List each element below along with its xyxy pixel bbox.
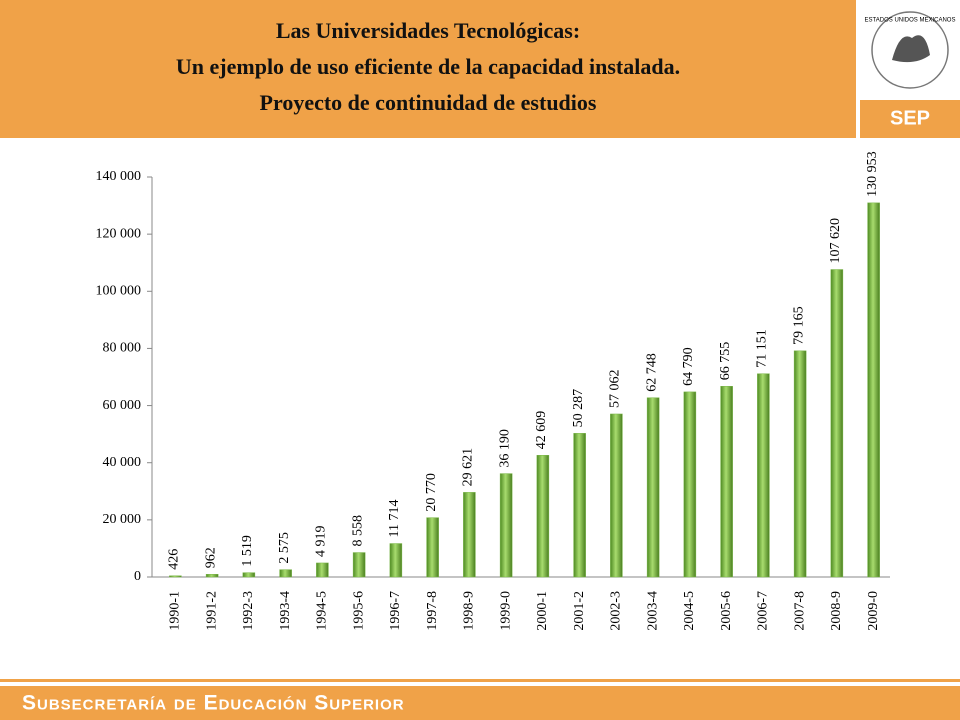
- x-tick-label: 2002-3: [609, 591, 624, 631]
- footer-text: Subsecretaría de Educación Superior: [22, 692, 405, 715]
- value-label: 62 748: [644, 353, 659, 392]
- bar: [352, 552, 366, 578]
- bar: [720, 386, 733, 578]
- bar: [389, 543, 403, 578]
- bar: [830, 269, 844, 578]
- y-tick-label: 40 000: [103, 455, 142, 470]
- bar: [683, 391, 697, 578]
- value-label: 36 190: [497, 429, 512, 468]
- x-tick-label: 2006-7: [756, 591, 771, 631]
- logo-box: [860, 100, 960, 138]
- y-tick-label: 20 000: [103, 512, 142, 527]
- value-label: 130 953: [865, 151, 880, 197]
- value-label: 42 609: [534, 411, 549, 450]
- value-label: 107 620: [828, 218, 843, 264]
- emblem: [871, 11, 949, 89]
- bar: [463, 492, 476, 578]
- y-tick-label: 100 000: [96, 284, 142, 299]
- emblem-text: ESTADOS UNIDOS MEXICANOS: [865, 18, 956, 24]
- x-tick-label: 2005-6: [719, 591, 734, 631]
- bar: [610, 413, 623, 578]
- title-line: Un ejemplo de uso eficiente de la capaci…: [176, 54, 680, 79]
- value-label: 71 151: [755, 329, 770, 368]
- x-tick-label: 2008-9: [829, 591, 844, 631]
- bar: [536, 455, 550, 578]
- footer-band: [0, 686, 960, 720]
- value-label: 29 621: [461, 448, 476, 487]
- footer-line: [0, 679, 960, 682]
- x-tick-label: 1998-9: [462, 591, 477, 631]
- x-tick-label: 1995-6: [351, 591, 366, 631]
- value-label: 66 755: [718, 342, 733, 381]
- x-tick-label: 1992-3: [241, 591, 256, 631]
- header-band: [0, 0, 856, 138]
- bar: [646, 397, 660, 578]
- value-label: 8 558: [350, 515, 365, 547]
- bar: [169, 575, 182, 578]
- x-tick-label: 2000-1: [535, 591, 550, 631]
- bar: [426, 517, 439, 578]
- bar: [279, 569, 292, 578]
- x-tick-label: 1993-4: [278, 591, 293, 631]
- value-label: 426: [167, 549, 182, 570]
- value-label: 2 575: [277, 532, 292, 564]
- value-label: 4 919: [314, 525, 329, 557]
- title-line: Las Universidades Tecnológicas:: [276, 18, 580, 43]
- value-label: 20 770: [424, 473, 439, 512]
- value-label: 1 519: [240, 535, 255, 567]
- x-tick-label: 1997-8: [425, 591, 440, 631]
- bar: [316, 562, 329, 578]
- x-tick-label: 2003-4: [645, 591, 660, 631]
- y-tick-label: 120 000: [96, 226, 142, 241]
- x-tick-label: 2001-2: [572, 591, 587, 631]
- x-tick-label: 1991-2: [204, 591, 219, 631]
- x-tick-label: 1999-0: [498, 591, 513, 631]
- bar: [205, 574, 219, 578]
- value-label: 64 790: [681, 347, 696, 386]
- y-tick-label: 80 000: [103, 341, 142, 356]
- bar: [867, 202, 880, 578]
- value-label: 50 287: [571, 389, 586, 428]
- y-tick-label: 0: [134, 569, 141, 584]
- x-tick-label: 1990-1: [168, 591, 183, 631]
- value-label: 962: [203, 547, 218, 568]
- value-label: 79 165: [791, 306, 806, 345]
- title-line: Proyecto de continuidad de estudios: [260, 90, 597, 115]
- x-tick-label: 2007-8: [792, 591, 807, 631]
- value-label: 11 714: [387, 500, 402, 538]
- bar: [242, 572, 256, 578]
- x-tick-label: 1996-7: [388, 591, 403, 631]
- x-tick-label: 1994-5: [315, 591, 330, 631]
- bar: [793, 350, 807, 578]
- x-tick-label: 2004-5: [682, 591, 697, 631]
- emblem-eagle: [892, 35, 930, 63]
- x-tick-label: 2009-0: [866, 591, 881, 631]
- bar: [499, 473, 513, 578]
- bar: [573, 433, 586, 578]
- logo-text: SEP: [890, 107, 930, 129]
- y-tick-label: 60 000: [103, 398, 142, 413]
- y-tick-label: 140 000: [96, 169, 142, 184]
- bar: [757, 373, 770, 578]
- value-label: 57 062: [608, 369, 623, 408]
